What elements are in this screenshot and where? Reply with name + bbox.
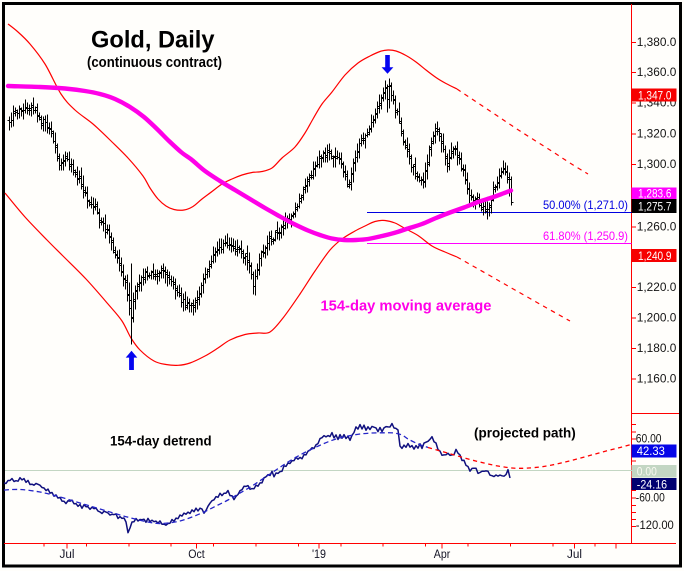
svg-text:Jul: Jul (567, 549, 582, 561)
svg-text:Apr: Apr (434, 549, 451, 561)
svg-text:Jul: Jul (60, 549, 75, 561)
svg-text:1,320.0: 1,320.0 (637, 129, 677, 141)
svg-text:1,220.0: 1,220.0 (637, 282, 677, 294)
svg-text:(projected path): (projected path) (474, 425, 576, 441)
svg-text:60.00: 60.00 (636, 434, 662, 446)
svg-text:1,180.0: 1,180.0 (637, 343, 677, 355)
svg-text:61.80% (1,250.9): 61.80% (1,250.9) (543, 229, 628, 243)
svg-text:1,360.0: 1,360.0 (637, 67, 677, 79)
svg-text:-120.00: -120.00 (636, 520, 674, 532)
svg-text:50.00% (1,271.0): 50.00% (1,271.0) (543, 198, 628, 212)
svg-text:Oct: Oct (188, 549, 205, 561)
svg-text:1,275.7: 1,275.7 (638, 199, 672, 213)
svg-text:1,347.0: 1,347.0 (638, 88, 672, 102)
svg-text:1,260.0: 1,260.0 (637, 222, 677, 234)
svg-text:-24.16: -24.16 (637, 477, 668, 491)
svg-text:1,300.0: 1,300.0 (637, 159, 677, 171)
svg-text:1,380.0: 1,380.0 (637, 37, 677, 49)
svg-text:0.00: 0.00 (637, 465, 657, 479)
svg-text:Gold, Daily: Gold, Daily (91, 27, 215, 54)
svg-text:1,240.9: 1,240.9 (638, 249, 672, 263)
svg-text:'19: '19 (312, 549, 326, 561)
svg-text:154-day moving average: 154-day moving average (321, 297, 492, 314)
svg-text:42.33: 42.33 (637, 444, 665, 458)
svg-text:-60.00: -60.00 (636, 492, 665, 504)
svg-text:1,200.0: 1,200.0 (637, 313, 677, 325)
svg-text:1,160.0: 1,160.0 (637, 374, 677, 386)
svg-text:1,283.6: 1,283.6 (638, 187, 672, 201)
svg-text:(continuous contract): (continuous contract) (87, 55, 222, 71)
svg-text:154-day detrend: 154-day detrend (110, 432, 212, 448)
